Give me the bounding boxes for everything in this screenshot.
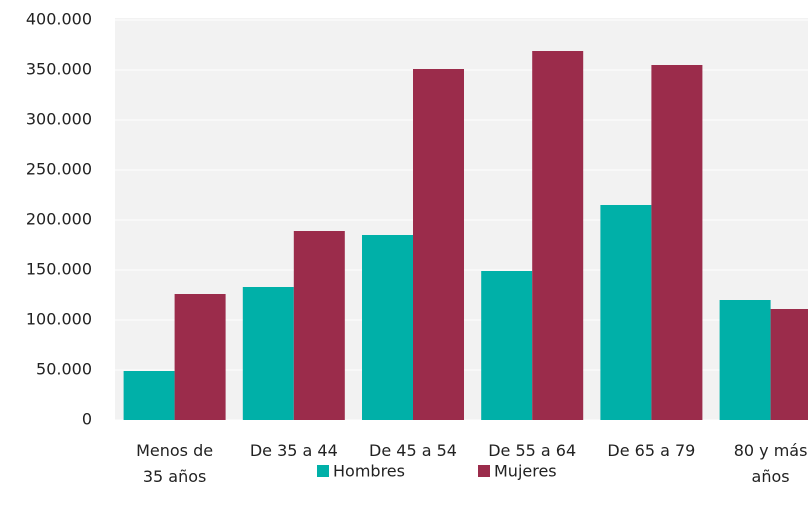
bar [719,300,771,420]
y-tick-label: 150.000 [26,260,92,279]
x-tick-label: De 45 a 54 [369,441,457,460]
y-tick-label: 200.000 [26,210,92,229]
bar [293,231,345,420]
bar [174,294,226,420]
y-tick-label: 0 [82,410,92,429]
legend-swatch [478,465,490,477]
bar [481,271,533,420]
bar [242,287,294,420]
bar [123,371,175,420]
legend-swatch [317,465,329,477]
legend-label: Mujeres [494,462,557,481]
y-tick-label: 300.000 [26,110,92,129]
bar [413,69,464,420]
y-tick-label: 400.000 [26,10,92,29]
legend-label: Hombres [333,462,405,481]
x-tick-label: 80 y más años [733,441,808,486]
bar [770,309,808,420]
y-tick-label: 50.000 [36,360,92,379]
bar [532,51,584,420]
x-tick-label: De 65 a 79 [607,441,696,460]
bar [362,235,413,420]
y-tick-label: 250.000 [26,160,92,179]
x-tick-label: De 35 a 44 [249,441,338,460]
x-tick-label: De 55 a 64 [488,441,577,460]
y-tick-label: 100.000 [26,310,92,329]
bar [651,65,703,420]
y-tick-label: 350.000 [26,60,92,79]
bar [600,205,652,420]
x-tick-label: Menos de 35 años [136,441,214,486]
